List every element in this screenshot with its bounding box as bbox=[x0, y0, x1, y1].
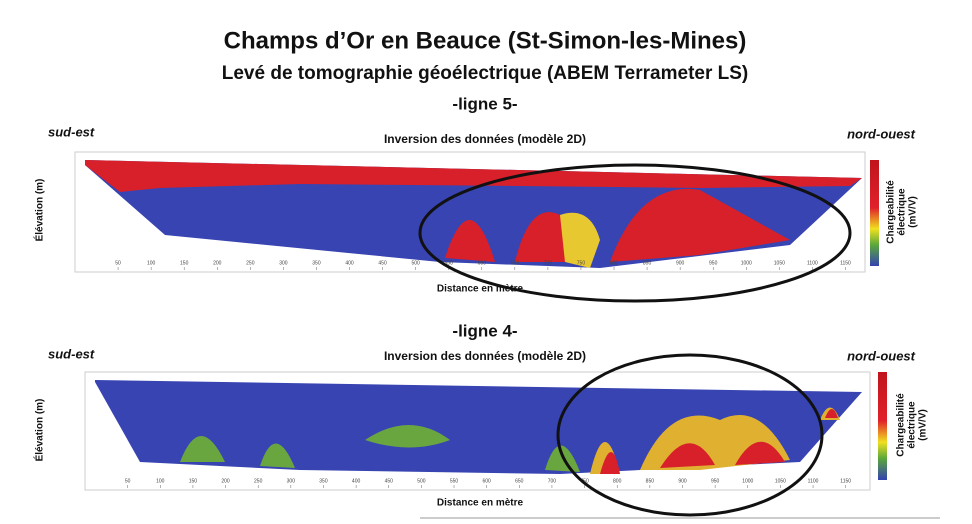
colorbar-label-line: électrique bbox=[907, 401, 918, 449]
tick-label: 500 bbox=[411, 260, 420, 266]
anomaly bbox=[445, 188, 790, 262]
left-label: sud-est bbox=[48, 124, 95, 139]
tick-label: 200 bbox=[213, 260, 222, 266]
anomaly bbox=[600, 409, 838, 474]
colorbar-label-line: Chargeabilité bbox=[886, 180, 897, 244]
section-title: Inversion des données (modèle 2D) bbox=[384, 349, 586, 363]
tick-label: 250 bbox=[254, 478, 263, 484]
tick-label: 1150 bbox=[840, 478, 851, 484]
line-label: -ligne 4- bbox=[452, 321, 517, 340]
tick-label: 400 bbox=[345, 260, 354, 266]
tick-label: 100 bbox=[147, 260, 156, 266]
tick-label: 450 bbox=[385, 478, 394, 484]
frame bbox=[84, 371, 871, 491]
tick-label: 1100 bbox=[807, 260, 818, 266]
tick-label: 1150 bbox=[840, 260, 851, 266]
tick-label: 50 bbox=[115, 260, 121, 266]
tick-label: 1000 bbox=[741, 260, 752, 266]
tick-label: 800 bbox=[613, 478, 622, 484]
right-label: nord-ouest bbox=[847, 348, 916, 363]
tick-label: 100 bbox=[156, 478, 165, 484]
highlight-ellipse bbox=[418, 163, 852, 303]
tick-label: 150 bbox=[189, 478, 198, 484]
colorbar bbox=[878, 372, 887, 480]
tick-label: 450 bbox=[378, 260, 387, 266]
anomaly bbox=[85, 160, 862, 192]
title: Champs d’Or en Beauce (St-Simon-les-Mine… bbox=[224, 27, 747, 54]
right-label: nord-ouest bbox=[847, 126, 916, 141]
tick-label: 1050 bbox=[774, 260, 785, 266]
frame bbox=[74, 151, 866, 273]
x-ticks: 50 100 150 200 250 300 350 400 450 500 550 600 650 70… bbox=[115, 260, 851, 270]
tick-label: 50 bbox=[125, 478, 131, 484]
tick-label: 900 bbox=[676, 260, 685, 266]
tick-label: 700 bbox=[544, 260, 553, 266]
tick-label: 600 bbox=[478, 260, 487, 266]
colorbar-label-line: électrique bbox=[897, 188, 908, 236]
colorbar-label: Chargeabilité électrique (mV/V) bbox=[896, 393, 929, 457]
section-title: Inversion des données (modèle 2D) bbox=[384, 132, 586, 146]
tick-label: 500 bbox=[417, 478, 426, 484]
tick-label: 1000 bbox=[742, 478, 753, 484]
line-label: -ligne 5- bbox=[452, 94, 517, 113]
tick-label: 350 bbox=[312, 260, 321, 266]
tick-label: 300 bbox=[287, 478, 296, 484]
tick-label: 300 bbox=[279, 260, 288, 266]
colorbar-label-line: (mV/V) bbox=[908, 196, 919, 228]
tick-label: 650 bbox=[515, 478, 524, 484]
anomaly bbox=[560, 212, 600, 268]
tick-label: 1050 bbox=[775, 478, 786, 484]
colorbar-label-line: (mV/V) bbox=[918, 409, 929, 441]
left-label: sud-est bbox=[48, 346, 95, 361]
colorbar-label: Chargeabilité électrique (mV/V) bbox=[886, 180, 919, 244]
x-label: Distance en mètre bbox=[437, 284, 524, 295]
tick-label: 200 bbox=[221, 478, 230, 484]
colorbar bbox=[870, 160, 879, 266]
tick-label: 550 bbox=[445, 260, 454, 266]
tick-label: 950 bbox=[711, 478, 720, 484]
x-ticks: 50 100 150 200 250 300 350 400 450 500 550 600 650 70… bbox=[125, 478, 851, 488]
colorbar-label-line: Chargeabilité bbox=[896, 393, 907, 457]
tick-label: 550 bbox=[450, 478, 459, 484]
tick-label: 650 bbox=[511, 260, 520, 266]
anomaly bbox=[180, 425, 580, 472]
tick-label: 700 bbox=[548, 478, 557, 484]
tick-label: 350 bbox=[319, 478, 328, 484]
highlight-ellipse bbox=[556, 353, 824, 517]
tick-label: 400 bbox=[352, 478, 361, 484]
y-label: Élévation (m) bbox=[33, 399, 46, 462]
tick-label: 150 bbox=[180, 260, 189, 266]
tick-label: 800 bbox=[610, 260, 619, 266]
tick-label: 750 bbox=[577, 260, 586, 266]
tick-label: 1100 bbox=[808, 478, 819, 484]
tick-label: 250 bbox=[246, 260, 255, 266]
tick-label: 850 bbox=[646, 478, 655, 484]
y-label: Élévation (m) bbox=[33, 179, 46, 242]
tick-label: 850 bbox=[643, 260, 652, 266]
tick-label: 950 bbox=[709, 260, 718, 266]
tick-label: 900 bbox=[678, 478, 687, 484]
x-label: Distance en mètre bbox=[437, 498, 524, 509]
subtitle: Levé de tomographie géoélectrique (ABEM … bbox=[222, 63, 749, 84]
tick-label: 600 bbox=[482, 478, 491, 484]
